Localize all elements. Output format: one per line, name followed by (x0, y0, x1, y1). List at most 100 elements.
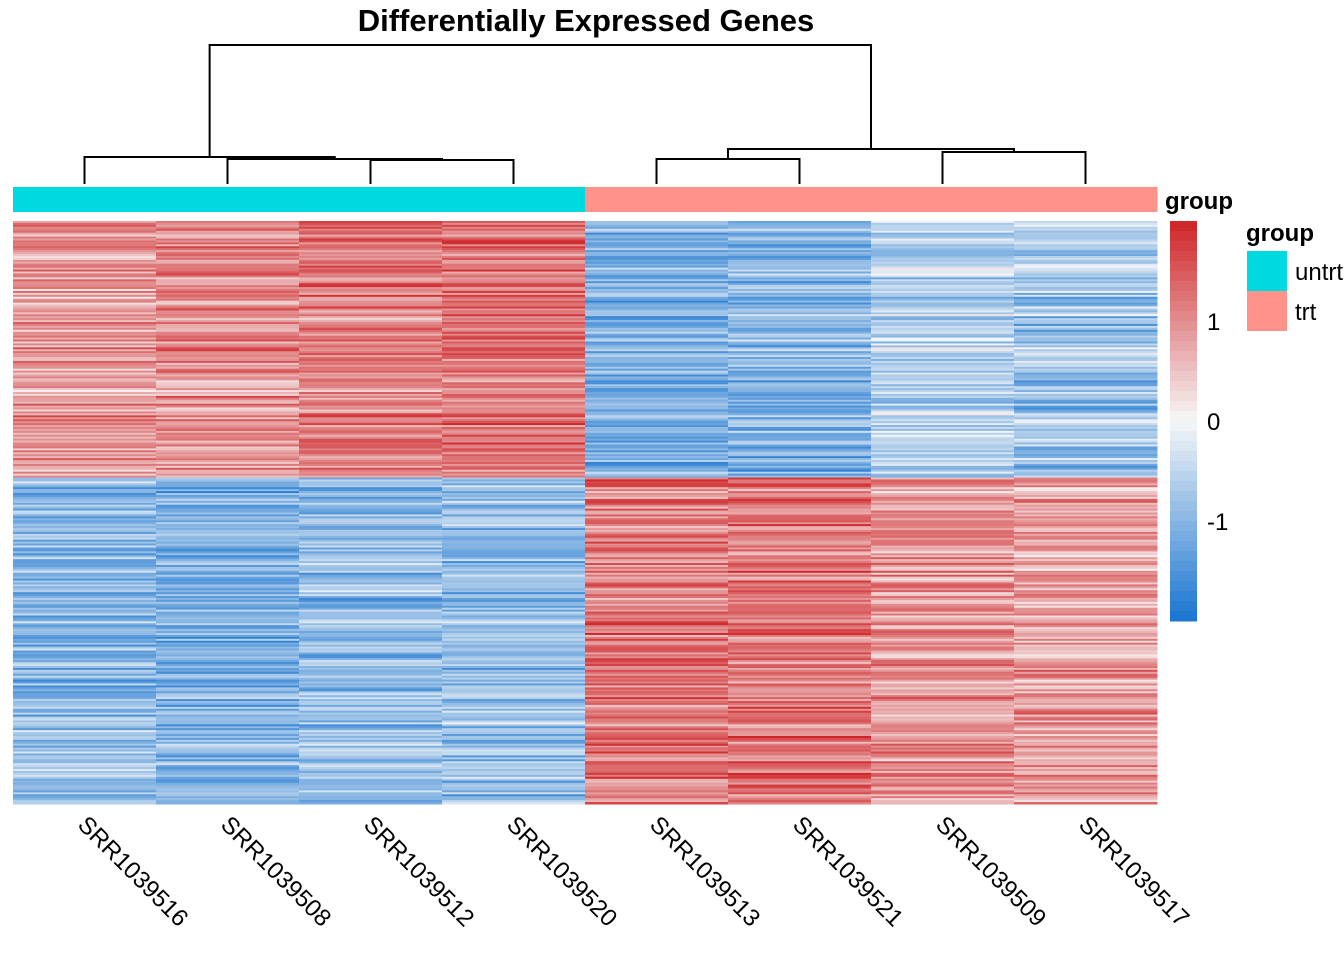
heatmap-cell (13, 629, 157, 632)
heatmap-cell (585, 393, 729, 397)
heatmap-cell (13, 685, 157, 688)
heatmap-cell (585, 611, 729, 615)
heatmap-cell (442, 617, 586, 620)
heatmap-cell (1014, 438, 1158, 442)
heatmap-cell (299, 252, 443, 255)
heatmap-cell (585, 772, 729, 776)
heatmap-cell (585, 662, 729, 665)
heatmap-cell (442, 720, 586, 723)
heatmap-cell (13, 421, 157, 424)
heatmap-cell (1014, 273, 1158, 276)
heatmap-cell (585, 642, 729, 646)
heatmap-cell (156, 561, 300, 564)
heatmap-cell (442, 564, 586, 568)
heatmap-cell (442, 261, 586, 265)
heatmap-cell (1014, 463, 1158, 467)
heatmap-cell (156, 574, 300, 578)
heatmap-cell (871, 360, 1015, 364)
heatmap-cell (156, 607, 300, 611)
heatmap-cell (728, 259, 872, 263)
heatmap-cell (299, 473, 443, 477)
heatmap-cell (1014, 586, 1158, 589)
heatmap-cell (13, 267, 157, 271)
heatmap-cell (299, 325, 443, 329)
heatmap-cell (299, 456, 443, 459)
heatmap-cell (442, 329, 586, 333)
heatmap-cell (1014, 708, 1158, 712)
heatmap-cell (728, 500, 872, 504)
heatmap-cell (871, 522, 1015, 525)
heatmap-cell (1014, 512, 1158, 515)
heatmap-cell (585, 666, 729, 669)
heatmap-cell (299, 769, 443, 772)
heatmap-cell (442, 250, 586, 253)
heatmap-cell (442, 463, 586, 467)
heatmap-cell (156, 722, 300, 725)
heatmap-cell (442, 426, 586, 430)
heatmap-cell (728, 250, 872, 253)
heatmap-cell (871, 460, 1015, 463)
heatmap-cell (585, 730, 729, 733)
heatmap-cell (871, 555, 1015, 558)
heatmap-cell (585, 351, 729, 354)
heatmap-cell (728, 666, 872, 669)
heatmap-cell (13, 730, 157, 733)
heatmap-cell (156, 557, 300, 560)
heatmap-cell (299, 341, 443, 344)
heatmap-cell (442, 537, 586, 541)
heatmap-cell (585, 658, 729, 661)
heatmap-cell (585, 271, 729, 274)
heatmap-cell (13, 461, 157, 465)
heatmap-cell (728, 347, 872, 350)
heatmap-cell (728, 495, 872, 498)
heatmap-cell (13, 310, 157, 313)
heatmap-cell (585, 417, 729, 420)
heatmap-cell (442, 516, 586, 519)
heatmap-cell (442, 559, 586, 562)
heatmap-cell (299, 726, 443, 729)
heatmap-cell (442, 603, 586, 607)
heatmap-cell (13, 465, 157, 469)
heatmap-cell (871, 374, 1015, 377)
heatmap-cell (156, 255, 300, 259)
heatmap-cell (585, 648, 729, 651)
heatmap-cell (871, 456, 1015, 459)
heatmap-cell (1014, 242, 1158, 245)
heatmap-cell (156, 514, 300, 517)
heatmap-cell (871, 796, 1015, 799)
heatmap-cell (299, 737, 443, 741)
heatmap-cell (728, 617, 872, 620)
heatmap-cell (871, 388, 1015, 391)
heatmap-cell (13, 660, 157, 663)
heatmap-cell (1014, 382, 1158, 385)
heatmap-cell (585, 798, 729, 801)
heatmap-cell (156, 302, 300, 306)
heatmap-cell (442, 234, 586, 238)
heatmap-cell (871, 666, 1015, 669)
heatmap-cell (1014, 290, 1158, 294)
heatmap-cell (871, 757, 1015, 760)
heatmap-cell (1014, 320, 1158, 323)
heatmap-cell (1014, 664, 1158, 667)
heatmap-cell (1014, 386, 1158, 389)
heatmap-cell (442, 289, 586, 292)
heatmap-cell (442, 679, 586, 683)
heatmap-cell (1014, 767, 1158, 770)
heatmap-cell (1014, 366, 1158, 370)
heatmap-cell (1014, 337, 1158, 341)
heatmap-cell (442, 634, 586, 638)
heatmap-cell (13, 500, 157, 504)
heatmap-cell (299, 701, 443, 704)
heatmap-cell (13, 699, 157, 702)
heatmap-cell (299, 316, 443, 319)
heatmap-cell (585, 255, 729, 259)
heatmap-cell (585, 500, 729, 504)
heatmap-cell (728, 537, 872, 541)
heatmap-cell (156, 782, 300, 786)
heatmap-cell (299, 310, 443, 313)
heatmap-cell (585, 473, 729, 477)
heatmap-cell (156, 440, 300, 444)
heatmap-cell (1014, 362, 1158, 366)
heatmap-cell (156, 751, 300, 754)
heatmap-cell (156, 786, 300, 789)
